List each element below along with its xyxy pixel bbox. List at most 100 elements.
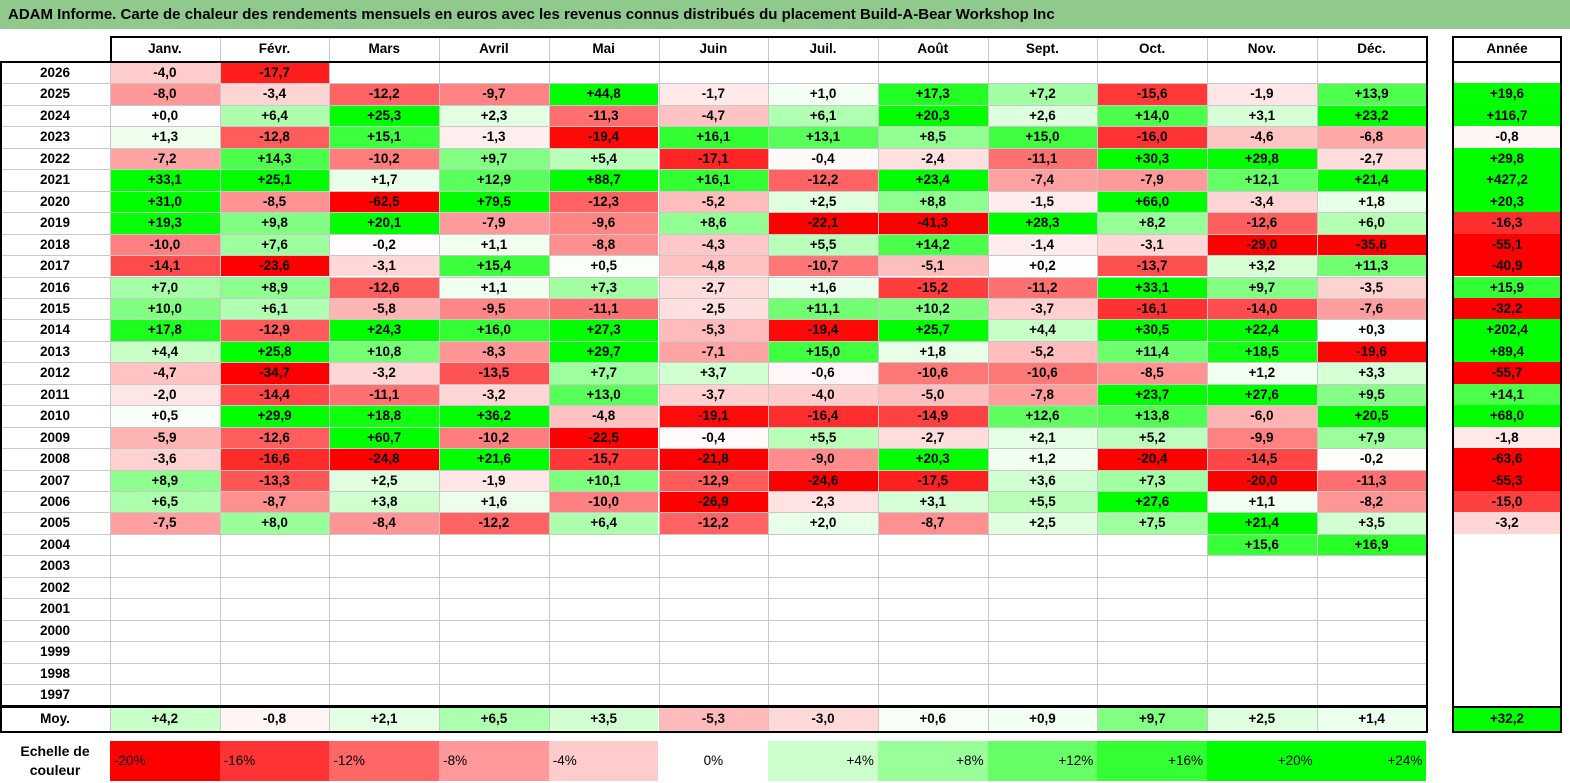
heatmap-cell: [658, 684, 769, 706]
heatmap-cell: +15,1: [329, 126, 440, 148]
heatmap-cell: [1316, 598, 1427, 620]
heatmap-cell: -12,6: [1207, 212, 1317, 234]
heatmap-cell: +10,1: [548, 469, 659, 491]
heatmap-cell: +23,4: [877, 169, 988, 191]
heatmap-cell: -2,0: [110, 383, 220, 406]
heatmap-cell: +21,4: [1207, 512, 1317, 534]
grid-line: [987, 36, 989, 706]
year-label: 2009: [39, 429, 71, 445]
heatmap-cell: +21,4: [1316, 169, 1427, 191]
heatmap-cell: -8,5: [219, 190, 330, 213]
heatmap-cell: -8,7: [219, 491, 330, 513]
grid-line: [0, 426, 1427, 428]
heatmap-cell: -22,5: [548, 426, 659, 449]
heatmap-cell: -11,1: [548, 297, 659, 320]
heatmap-cell: -5,0: [877, 383, 988, 406]
heatmap-cell: [219, 533, 330, 556]
heatmap-cell: [110, 641, 220, 663]
month-header: Avril: [479, 41, 509, 56]
heatmap-cell: [1097, 641, 1207, 663]
heatmap-cell: -19,4: [768, 319, 878, 341]
heatmap-cell: -6,8: [1316, 126, 1427, 148]
heatmap-cell: [329, 555, 440, 577]
grid-line: [219, 36, 221, 706]
heatmap-cell: +7,9: [1316, 426, 1427, 449]
grid-line: [0, 533, 1427, 535]
heatmap-cell: [439, 619, 549, 642]
heatmap-cell: +1,8: [1316, 190, 1427, 213]
heatmap-cell: [219, 576, 330, 599]
heatmap-cell: +5,5: [768, 426, 878, 449]
annual-cell: [1452, 598, 1562, 620]
grid-line: [0, 83, 1427, 85]
grid-line: [548, 706, 550, 732]
heatmap-cell: -1,4: [987, 233, 1098, 256]
grid-line: [0, 362, 1427, 364]
year-label: 2006: [39, 494, 71, 509]
month-header: Oct.: [1139, 41, 1166, 56]
heatmap-cell: [987, 533, 1098, 556]
heatmap-cell: -8,5: [1097, 362, 1207, 384]
heatmap-cell: -3,2: [329, 362, 440, 384]
heatmap-cell: +6,4: [219, 104, 330, 127]
heatmap-cell: -19,6: [1316, 340, 1427, 363]
heatmap-cell: +5,5: [768, 233, 878, 256]
month-header: Déc.: [1357, 41, 1386, 56]
year-label: 2012: [39, 365, 71, 381]
year-label: 2002: [39, 579, 71, 595]
annual-cell: -55,7: [1452, 362, 1562, 384]
heatmap-cell: -12,3: [548, 190, 659, 213]
heatmap-cell: [329, 62, 440, 84]
heatmap-cell: -10,0: [110, 233, 220, 256]
heatmap-cell: -0,4: [658, 426, 769, 449]
heatmap-cell: -20,4: [1097, 448, 1207, 470]
heatmap-cell: +8,5: [877, 126, 988, 148]
heatmap-cell: -10,0: [548, 491, 659, 513]
annual-cell: -40,9: [1452, 255, 1562, 277]
grid-line: [0, 576, 1427, 578]
average-cell: +1,4: [1316, 706, 1427, 732]
heatmap-cell: [329, 641, 440, 663]
heatmap-cell: -4,0: [768, 383, 878, 406]
grid-line: [0, 147, 1427, 149]
color-scale-stop: +20%: [1207, 741, 1317, 781]
heatmap-cell: [1097, 598, 1207, 620]
heatmap-cell: +1,6: [768, 276, 878, 298]
heatmap-cell: -15,6: [1097, 83, 1207, 105]
heatmap-cell: +66,0: [1097, 190, 1207, 213]
heatmap-cell: -2,7: [877, 426, 988, 449]
heatmap-cell: -4,3: [658, 233, 769, 256]
month-header: Juil.: [809, 41, 837, 56]
month-header: Nov.: [1247, 41, 1276, 56]
heatmap-cell: +9,7: [1207, 276, 1317, 298]
heatmap-cell: +4,4: [987, 319, 1098, 341]
heatmap-cell: [548, 62, 659, 84]
grid-line: [0, 469, 1427, 471]
heatmap-cell: +0,5: [548, 255, 659, 277]
grid-line: [0, 233, 1427, 235]
heatmap-cell: +1,1: [439, 276, 549, 298]
heatmap-cell: -2,3: [768, 491, 878, 513]
average-cell: +3,5: [548, 706, 659, 732]
annual-cell: +20,3: [1452, 190, 1562, 213]
heatmap-cell: +30,5: [1097, 319, 1207, 341]
heatmap-cell: +3,7: [658, 362, 769, 384]
heatmap-cell: -1,3: [439, 126, 549, 148]
heatmap-cell: +8,6: [658, 212, 769, 234]
heatmap-cell: -10,6: [987, 362, 1098, 384]
heatmap-cell: -7,5: [110, 512, 220, 534]
heatmap-cell: -4,7: [110, 362, 220, 384]
grid-line: [0, 705, 1427, 707]
average-cell: -0,8: [219, 706, 330, 732]
heatmap-cell: -9,9: [1207, 426, 1317, 449]
average-cell: +2,1: [329, 706, 440, 732]
heatmap-cell: [548, 555, 659, 577]
heatmap-cell: -19,1: [658, 405, 769, 427]
heatmap-cell: +20,5: [1316, 405, 1427, 427]
color-scale-stop: 0%: [658, 741, 769, 781]
heatmap-cell: +15,0: [768, 340, 878, 363]
heatmap-cell: -13,7: [1097, 255, 1207, 277]
heatmap-cell: -0,6: [768, 362, 878, 384]
heatmap-cell: +33,1: [1097, 276, 1207, 298]
grid-line: [0, 190, 1427, 192]
